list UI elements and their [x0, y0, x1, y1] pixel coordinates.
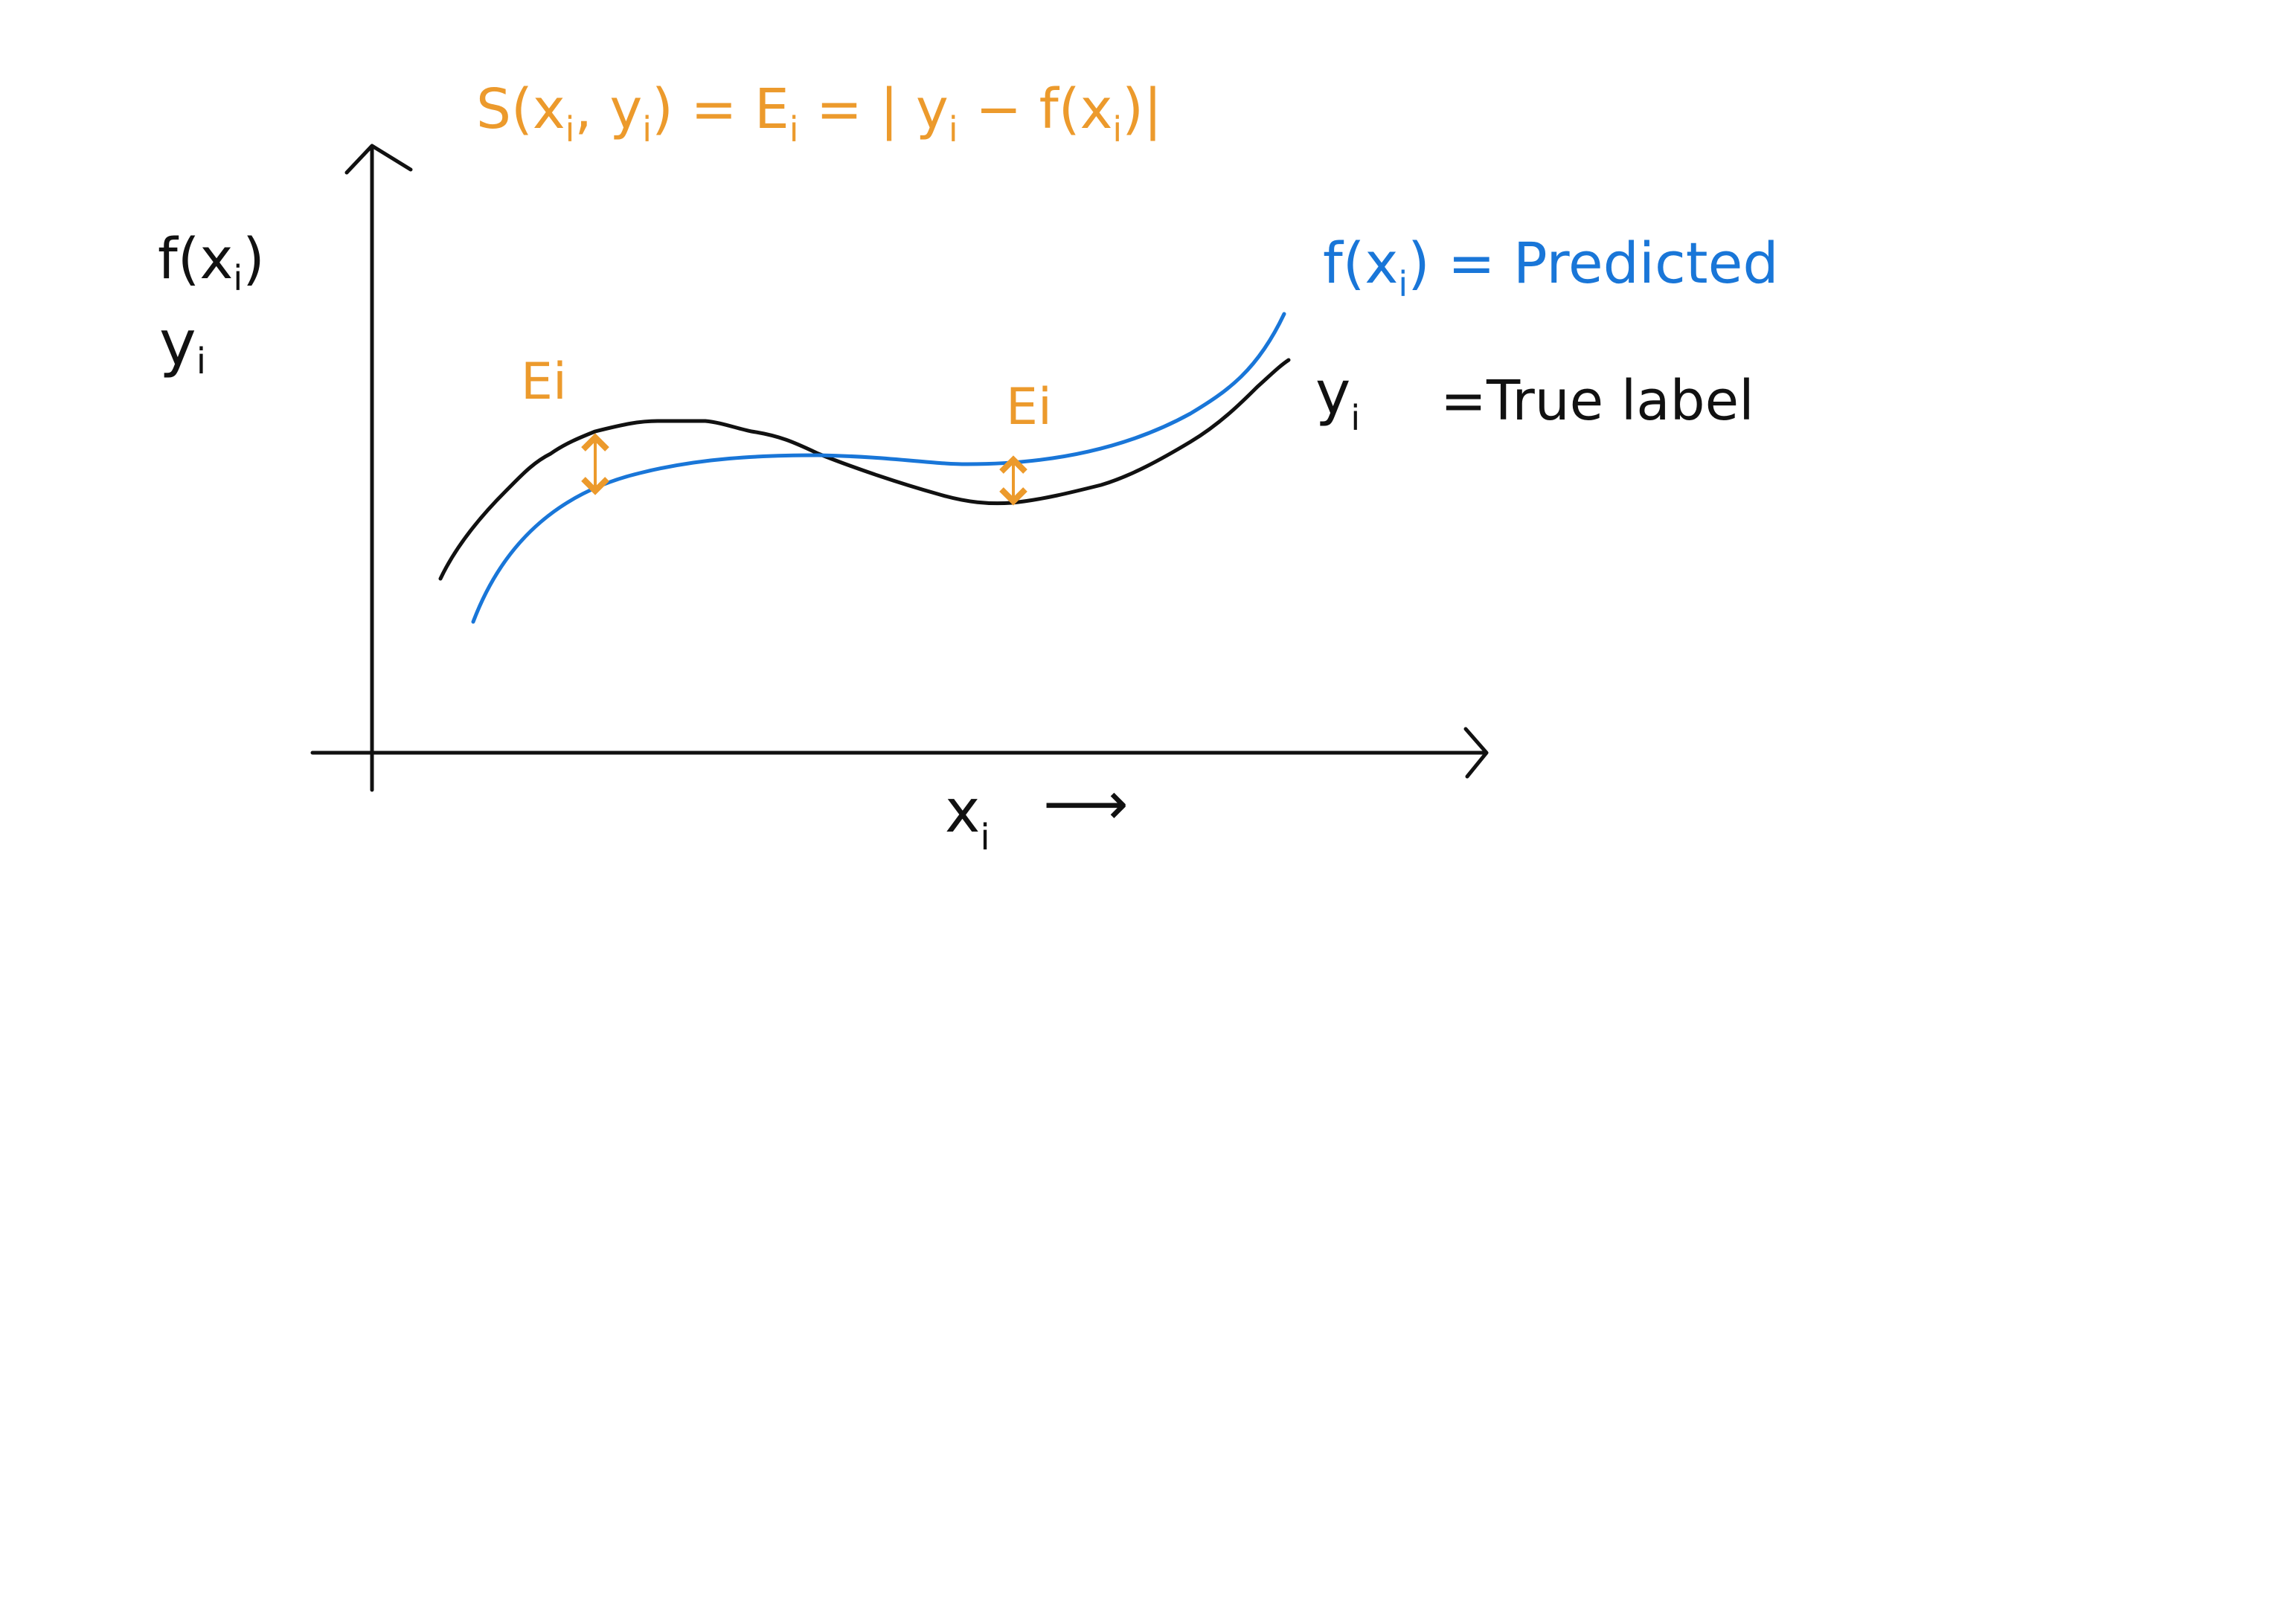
y-label-f-sub: i: [233, 258, 243, 298]
svg-text:xi: xi: [945, 777, 990, 858]
y-label-f-close: ): [243, 225, 265, 292]
formula-e-sub: i: [789, 109, 799, 150]
svg-text:yi: yi: [159, 306, 206, 382]
error-left-label: Ei: [521, 353, 567, 411]
error-marker-left: Ei: [521, 353, 609, 495]
legend-predicted: f(xi) = Predicted: [1323, 230, 1779, 304]
y-axis-arrowhead-icon: [344, 144, 413, 175]
true-label-curve: [438, 358, 1291, 581]
svg-text:f(xi) = Predicted: f(xi) = Predicted: [1323, 230, 1779, 304]
x-axis-label: xi ⟶: [945, 769, 1129, 858]
formula-f-sub: i: [1112, 109, 1122, 150]
legend-predicted-sub: i: [1398, 264, 1408, 304]
formula-end: )|: [1122, 77, 1162, 141]
x-label: x: [945, 777, 980, 846]
y-axis: [344, 144, 413, 792]
formula-s-part: S(x: [476, 77, 565, 141]
error-marker-right: Ei: [999, 378, 1052, 506]
formula-minus-f: − f(x: [958, 77, 1113, 141]
x-label-sub: i: [980, 817, 990, 858]
y-label-y-sub: i: [196, 341, 206, 382]
svg-text:f(xi): f(xi): [158, 225, 265, 298]
svg-text:yi: yi: [1315, 359, 1360, 438]
svg-text:S(xi, yi) = Ei = | yi − f(xi)|: S(xi, yi) = Ei = | yi − f(xi)|: [476, 77, 1162, 150]
y-label-y: y: [159, 306, 196, 379]
formula-sub-2: i: [642, 109, 652, 150]
error-formula: S(xi, yi) = Ei = | yi − f(xi)|: [476, 77, 1162, 150]
formula-close: ) = E: [652, 77, 789, 141]
legend-true-sub: i: [1350, 398, 1360, 438]
x-axis: [310, 727, 1489, 779]
legend-true-suffix: =True label: [1440, 369, 1754, 433]
y-axis-label: f(xi) yi: [158, 225, 265, 382]
legend-true-label: yi =True label: [1315, 359, 1754, 438]
formula-mid: = | y: [799, 77, 949, 141]
legend-true-prefix: y: [1315, 359, 1350, 428]
y-label-f: f(x: [158, 225, 233, 292]
x-direction-arrow-icon: ⟶: [1043, 769, 1129, 838]
formula-comma: , y: [574, 77, 642, 141]
error-right-label: Ei: [1006, 378, 1052, 437]
x-axis-arrowhead-icon: [1463, 727, 1489, 779]
legend-predicted-suffix: ) = Predicted: [1408, 230, 1778, 296]
legend-predicted-prefix: f(x: [1323, 230, 1398, 296]
formula-y-sub: i: [949, 109, 958, 150]
formula-sub-1: i: [565, 109, 575, 150]
